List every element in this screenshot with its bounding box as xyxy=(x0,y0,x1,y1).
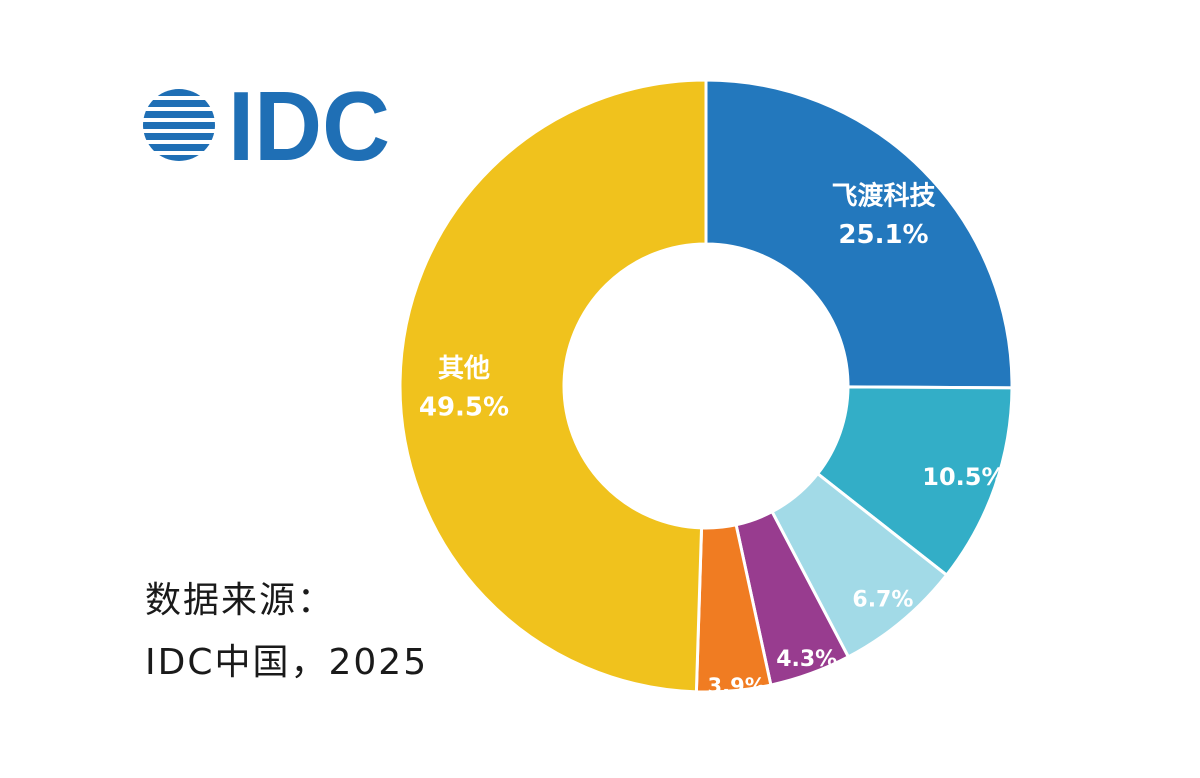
slice-value-label-1: 10.5% xyxy=(922,463,1005,491)
source-line-2: IDC中国，2025 xyxy=(145,642,429,683)
slice-name-label-5: 其他 xyxy=(438,354,490,384)
donut-slice-5 xyxy=(398,78,708,694)
slice-value-label-0: 25.1% xyxy=(838,220,928,250)
donut-slice-0 xyxy=(704,78,1014,390)
slice-value-label-4: 3.9% xyxy=(708,674,766,698)
idc-logo-text: IDC xyxy=(228,84,390,166)
slice-name-label-0: 飞渡科技 xyxy=(831,180,935,211)
source-note: 数据来源： IDC中国，2025 xyxy=(145,570,428,694)
slice-value-label-2: 6.7% xyxy=(852,587,913,612)
idc-globe-icon xyxy=(143,89,215,161)
slice-value-label-5: 49.5% xyxy=(419,393,509,423)
donut-slices xyxy=(398,78,1014,694)
idc-logo: IDC xyxy=(143,84,390,166)
slice-value-label-3: 4.3% xyxy=(776,647,837,672)
source-line-1: 数据来源： xyxy=(145,580,336,621)
donut-labels: 飞渡科技 25.1% 10.5% 6.7% 4.3% 3.9% 其他 49.5% xyxy=(419,180,1006,698)
